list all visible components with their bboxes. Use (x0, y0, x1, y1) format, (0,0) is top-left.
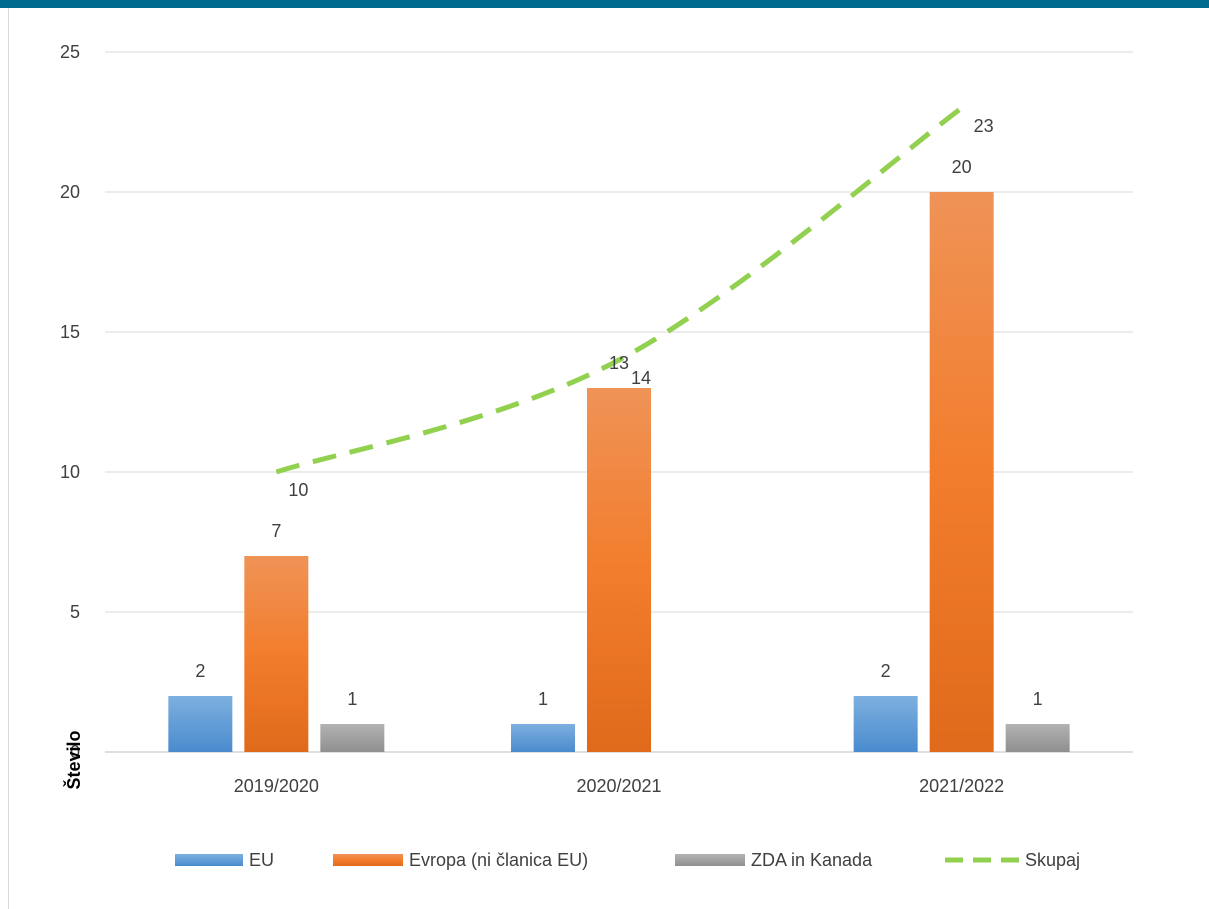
bar (168, 696, 233, 752)
bar-value-label: 13 (609, 353, 629, 373)
y-tick-label: 15 (60, 322, 80, 342)
legend-swatch (333, 854, 403, 866)
header-bar (0, 0, 1209, 8)
total-line (275, 105, 964, 475)
y-tick-label: 10 (60, 462, 80, 482)
y-tick-label: 20 (60, 182, 80, 202)
bar (587, 388, 651, 752)
y-tick-label: 0 (70, 742, 80, 762)
frame-border (8, 8, 9, 909)
total-value-label: 14 (631, 368, 651, 388)
legend-swatch (175, 854, 243, 866)
bar (853, 696, 918, 752)
y-tick-label: 25 (60, 42, 80, 62)
bar-value-label: 1 (1033, 689, 1043, 709)
bar (511, 724, 575, 752)
bar (1005, 724, 1070, 752)
legend-swatch (675, 854, 745, 866)
legend-label: EU (249, 850, 274, 870)
y-axis-ticks: 0 5 10 15 20 25 (60, 42, 80, 762)
x-tick-label: 2021/2022 (919, 776, 1004, 796)
legend-label: ZDA in Kanada (751, 850, 873, 870)
bar (320, 724, 385, 752)
bar-value-label: 1 (538, 689, 548, 709)
legend: EU Evropa (ni članica EU) ZDA in Kanada Sku… (175, 850, 1080, 870)
legend-label: Skupaj (1025, 850, 1080, 870)
bar-value-label: 20 (952, 157, 972, 177)
total-value-label: 23 (974, 116, 994, 136)
bar-value-label: 2 (195, 661, 205, 681)
bars (168, 192, 1070, 752)
bar (244, 556, 309, 752)
data-labels: 2 7 1 1 13 2 20 1 10 14 23 (195, 116, 1042, 709)
y-axis-title: Število (63, 730, 84, 789)
bar-value-label: 2 (881, 661, 891, 681)
x-tick-label: 2020/2021 (576, 776, 661, 796)
y-tick-label: 5 (70, 602, 80, 622)
x-axis-ticks: 2019/2020 2020/2021 2021/2022 (234, 776, 1004, 796)
total-line-path (275, 105, 964, 475)
legend-label: Evropa (ni članica EU) (409, 850, 588, 870)
bar-value-label: 7 (271, 521, 281, 541)
bar (929, 192, 994, 752)
x-tick-label: 2019/2020 (234, 776, 319, 796)
total-value-label: 10 (288, 480, 308, 500)
bar-value-label: 1 (347, 689, 357, 709)
